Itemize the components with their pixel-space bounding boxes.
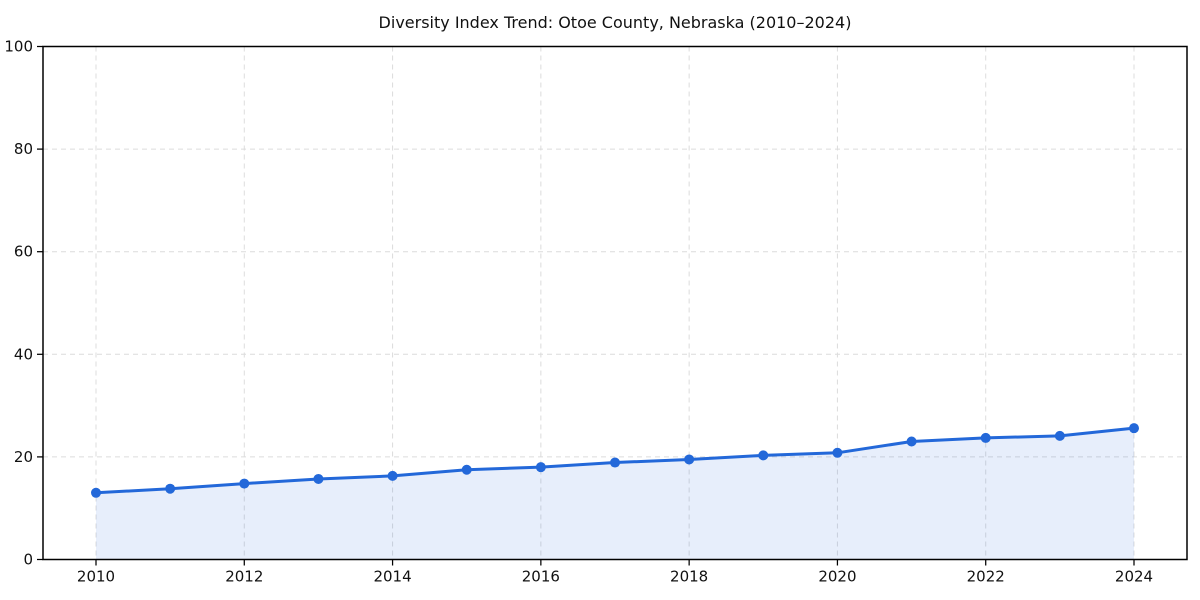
chart-title: Diversity Index Trend: Otoe County, Nebr… bbox=[378, 13, 852, 32]
data-point-2017 bbox=[610, 457, 620, 468]
y-tick-label: 40 bbox=[14, 345, 33, 363]
data-point-2024 bbox=[1129, 423, 1139, 434]
y-tick-label: 60 bbox=[14, 243, 33, 261]
x-tick-label: 2016 bbox=[522, 568, 560, 586]
x-tick-label: 2012 bbox=[225, 568, 263, 586]
x-gridlines bbox=[95, 46, 1135, 560]
y-tick-label: 20 bbox=[14, 448, 33, 466]
data-points bbox=[91, 423, 1139, 498]
data-point-2018 bbox=[684, 454, 695, 465]
axes-spines bbox=[42, 45, 1188, 561]
data-point-2019 bbox=[758, 450, 769, 461]
data-point-2012 bbox=[239, 478, 250, 489]
x-tick-label: 2024 bbox=[1115, 568, 1153, 586]
data-point-2021 bbox=[906, 436, 917, 447]
data-point-2013 bbox=[313, 473, 324, 484]
data-point-2015 bbox=[461, 464, 472, 475]
area-fill bbox=[96, 428, 1134, 560]
data-point-2020 bbox=[832, 447, 843, 458]
area-fill-path bbox=[96, 428, 1134, 560]
x-tick-label: 2020 bbox=[818, 568, 856, 586]
x-tick-label: 2010 bbox=[77, 568, 115, 586]
x-tick-label: 2022 bbox=[967, 568, 1005, 586]
data-point-2014 bbox=[387, 470, 398, 481]
data-point-2023 bbox=[1054, 430, 1065, 441]
y-gridlines bbox=[43, 148, 1187, 458]
data-point-2010 bbox=[91, 487, 101, 498]
data-point-2016 bbox=[535, 462, 546, 473]
y-axis-ticks: 0 20 40 60 80 100 bbox=[4, 38, 43, 569]
x-tick-label: 2018 bbox=[670, 568, 708, 586]
data-point-2011 bbox=[165, 483, 176, 494]
x-tick-label: 2014 bbox=[373, 568, 411, 586]
data-point-2022 bbox=[980, 432, 991, 443]
y-tick-label: 0 bbox=[23, 551, 33, 569]
y-tick-label: 80 bbox=[14, 140, 33, 158]
axes-box bbox=[42, 45, 1188, 561]
y-tick-label: 100 bbox=[4, 38, 33, 56]
x-axis-ticks: 2010 2012 2014 2016 2018 2020 2022 2024 bbox=[77, 559, 1153, 586]
